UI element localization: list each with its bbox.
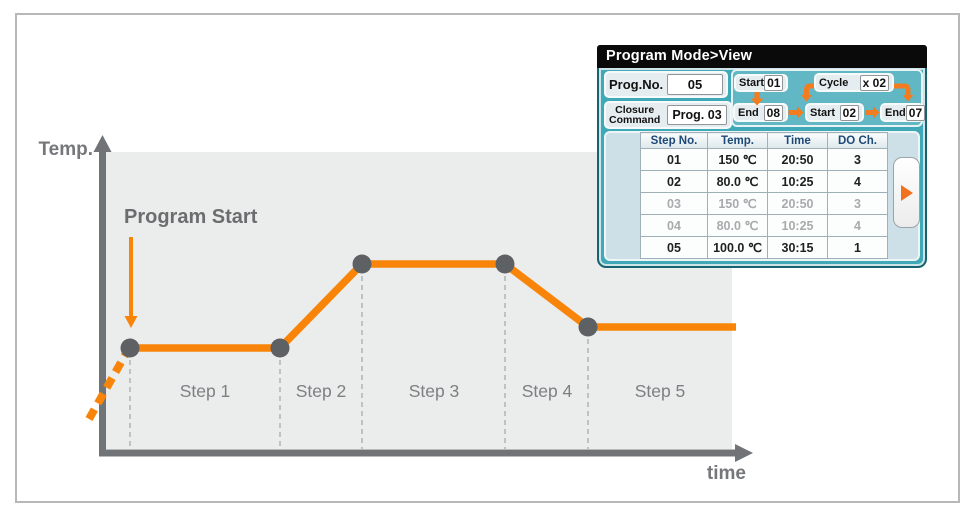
profile-point-marker: [495, 254, 515, 274]
profile-point-marker: [270, 338, 290, 358]
closure-command-field: Closure Command Prog. 03: [604, 101, 732, 129]
flow-cycle-value: x 02: [859, 74, 889, 91]
table-cell: 05: [640, 236, 708, 259]
flow-end1-field: End 08: [733, 103, 788, 122]
table-cell: 03: [640, 192, 708, 215]
table-header-cell: Time: [767, 132, 828, 149]
table-cell: 20:50: [767, 192, 828, 215]
table-cell: 10:25: [767, 170, 828, 193]
temperature-profile-line: [130, 260, 736, 352]
profile-point-marker: [352, 254, 372, 274]
table-row: 01 150 ℃ 20:50 3: [640, 148, 888, 171]
flow-start2-field: Start 02: [805, 103, 864, 122]
table-cell: 100.0 ℃: [707, 236, 768, 259]
y-axis-arrow-icon: [93, 135, 112, 152]
table-row: 05 100.0 ℃ 30:15 1: [640, 236, 888, 259]
table-cell: 3: [827, 192, 888, 215]
x-axis-label: time: [706, 463, 746, 484]
profile-point-marker: [120, 338, 140, 358]
prog-no-label: Prog.No.: [609, 77, 664, 92]
table-cell: 80.0 ℃: [707, 170, 768, 193]
step-label: Step 3: [408, 381, 460, 401]
step-label: Step 5: [634, 381, 686, 401]
table-cell: 4: [827, 170, 888, 193]
flow-cycle-field: Cycle x 02: [814, 73, 894, 92]
table-cell: 10:25: [767, 214, 828, 237]
flow-end2-value: 07: [905, 104, 926, 121]
table-header-cell: DO Ch.: [827, 132, 888, 149]
table-cell: 30:15: [767, 236, 828, 259]
panel-title-bar: Program Mode>View: [597, 45, 927, 68]
table-cell: 02: [640, 170, 708, 193]
closure-command-label: Closure Command: [609, 103, 661, 126]
program-start-annotation: Program Start: [124, 206, 258, 228]
program-start-arrowhead-icon: [124, 316, 138, 328]
table-row: 04 80.0 ℃ 10:25 4: [640, 214, 888, 237]
table-cell: 3: [827, 148, 888, 171]
flow-end1-value: 08: [763, 104, 783, 121]
table-cell: 80.0 ℃: [707, 214, 768, 237]
step-label: Step 4: [521, 381, 573, 401]
prog-no-field: Prog.No. 05: [604, 71, 728, 98]
table-row: 03 150 ℃ 20:50 3: [640, 192, 888, 215]
y-axis-label: Temp.: [38, 139, 93, 160]
table-header-cell: Step No.: [640, 132, 708, 149]
flow-start2-value: 02: [839, 104, 859, 121]
table-cell: 04: [640, 214, 708, 237]
flow-start1-field: Start 01: [734, 74, 788, 92]
table-row: 02 80.0 ℃ 10:25 4: [640, 170, 888, 193]
prog-no-value: 05: [667, 74, 723, 95]
right-triangle-icon: [900, 184, 913, 201]
flow-start1-value: 01: [764, 75, 784, 91]
table-header-cell: Temp.: [707, 132, 768, 149]
flow-end2-field: End 07: [880, 103, 926, 122]
x-axis-arrow-icon: [735, 444, 753, 462]
step-label: Step 2: [295, 381, 347, 401]
profile-point-marker: [578, 317, 598, 337]
next-page-button[interactable]: [893, 157, 920, 228]
program-mode-panel: Program Mode>View Prog.No. 05 Closure Co…: [597, 45, 927, 268]
table-cell: 20:50: [767, 148, 828, 171]
step-table: Step No. Temp. Time DO Ch. 01 150 ℃ 20:50 3 02 80…: [640, 132, 888, 259]
intro-ramp-dashed-line: [85, 348, 132, 421]
step-label: Step 1: [179, 381, 231, 401]
table-cell: 150 ℃: [707, 192, 768, 215]
closure-command-value: Prog. 03: [667, 105, 727, 125]
table-cell: 01: [640, 148, 708, 171]
table-cell: 150 ℃: [707, 148, 768, 171]
table-cell: 1: [827, 236, 888, 259]
table-cell: 4: [827, 214, 888, 237]
